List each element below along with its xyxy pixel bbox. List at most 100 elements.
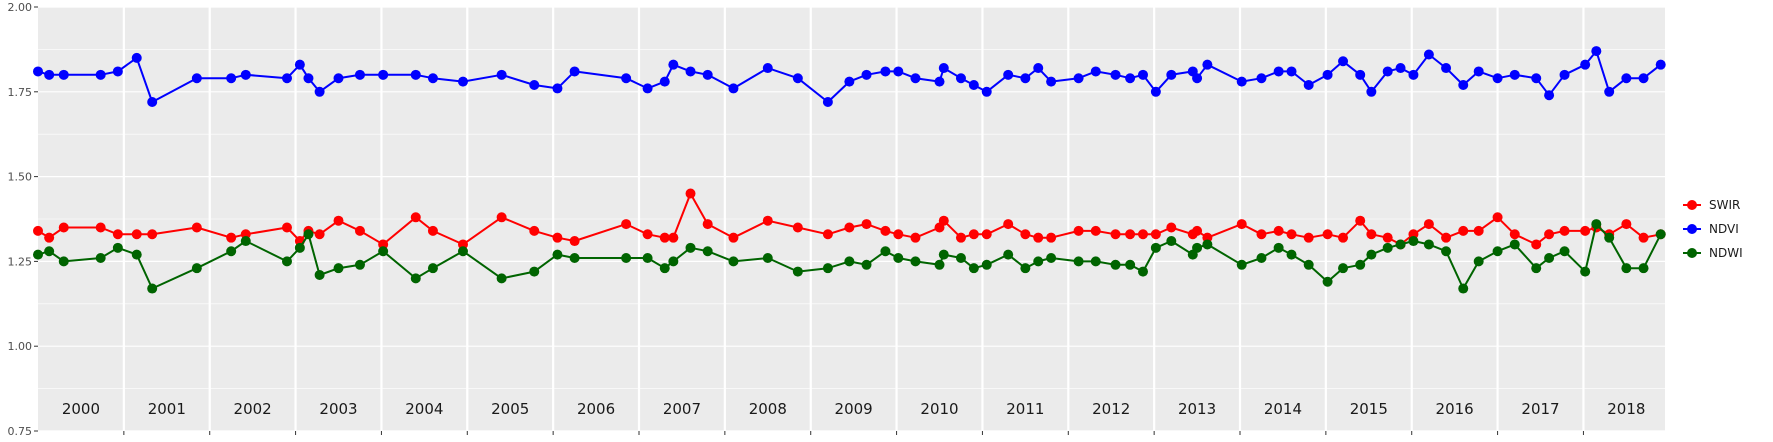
data-point-ndwi <box>95 253 106 264</box>
data-point-ndvi <box>621 73 632 84</box>
legend-label: SWIR <box>1709 198 1740 212</box>
data-point-swir <box>33 225 43 236</box>
data-point-ndvi <box>1509 69 1520 80</box>
data-point-ndwi <box>1286 249 1297 260</box>
data-point-swir <box>861 219 872 230</box>
data-point-swir <box>314 229 325 240</box>
data-point-ndvi <box>552 83 563 94</box>
series-ndvi <box>33 46 1666 107</box>
data-point-swir <box>552 232 563 243</box>
year-label: 2000 <box>62 400 100 418</box>
year-label: 2015 <box>1350 400 1388 418</box>
data-point-swir <box>1137 229 1148 240</box>
data-point-swir <box>1366 229 1377 240</box>
data-point-ndvi <box>1125 73 1136 84</box>
data-point-ndwi <box>1638 263 1649 274</box>
data-point-swir <box>1003 219 1014 230</box>
legend-key-point <box>1687 200 1697 210</box>
data-point-swir <box>1110 229 1121 240</box>
data-point-ndwi <box>1090 256 1101 267</box>
data-point-swir <box>1458 225 1469 236</box>
data-point-swir <box>1355 215 1366 226</box>
data-point-ndvi <box>33 66 43 77</box>
data-point-ndvi <box>762 63 773 74</box>
data-point-ndwi <box>728 256 739 267</box>
data-point-ndwi <box>552 249 563 260</box>
data-point-swir <box>1236 219 1247 230</box>
data-point-ndvi <box>1303 80 1314 91</box>
data-point-ndwi <box>822 263 833 274</box>
data-point-ndwi <box>685 242 696 253</box>
data-point-ndvi <box>880 66 891 77</box>
data-point-ndwi <box>1423 239 1434 250</box>
data-point-swir <box>1509 229 1520 240</box>
data-point-ndwi <box>1003 249 1014 260</box>
data-point-swir <box>728 232 739 243</box>
data-point-ndwi <box>33 249 43 260</box>
data-point-ndvi <box>1256 73 1267 84</box>
data-point-ndvi <box>861 69 872 80</box>
data-point-ndvi <box>668 59 679 70</box>
data-point-ndwi <box>191 263 202 274</box>
data-point-ndvi <box>728 83 739 94</box>
data-point-ndwi <box>240 236 251 247</box>
y-tick-label: 1.50 <box>8 171 33 184</box>
data-point-ndwi <box>1256 253 1267 264</box>
data-point-ndvi <box>1236 76 1247 87</box>
data-point-swir <box>1286 229 1297 240</box>
data-point-ndvi <box>893 66 904 77</box>
data-point-ndwi <box>314 269 325 280</box>
data-point-ndvi <box>131 52 142 63</box>
data-point-ndvi <box>44 69 55 80</box>
data-point-ndvi <box>659 76 670 87</box>
data-point-ndvi <box>1531 73 1542 84</box>
data-point-ndvi <box>95 69 106 80</box>
data-point-swir <box>685 188 696 199</box>
data-point-ndwi <box>496 273 507 284</box>
data-point-ndvi <box>1338 56 1349 67</box>
year-label: 2002 <box>234 400 272 418</box>
data-point-ndwi <box>1604 232 1615 243</box>
data-point-ndwi <box>1473 256 1484 267</box>
data-point-swir <box>410 212 421 223</box>
data-point-ndvi <box>1090 66 1101 77</box>
data-point-ndwi <box>1033 256 1044 267</box>
year-label: 2012 <box>1092 400 1130 418</box>
data-point-swir <box>792 222 803 233</box>
data-point-ndwi <box>354 259 365 270</box>
data-point-swir <box>880 225 891 236</box>
data-point-ndvi <box>1473 66 1484 77</box>
data-point-swir <box>1492 212 1503 223</box>
data-point-ndvi <box>685 66 696 77</box>
data-point-ndvi <box>1273 66 1284 77</box>
data-point-ndwi <box>1137 266 1148 277</box>
year-label: 2013 <box>1178 400 1216 418</box>
data-point-ndwi <box>1166 236 1177 247</box>
data-point-ndvi <box>1073 73 1084 84</box>
data-point-swir <box>1338 232 1349 243</box>
data-point-ndvi <box>333 73 344 84</box>
data-point-ndvi <box>1638 73 1649 84</box>
data-point-swir <box>1303 232 1314 243</box>
data-point-swir <box>844 222 855 233</box>
data-point-swir <box>131 229 142 240</box>
data-point-swir <box>642 229 653 240</box>
data-point-ndwi <box>844 256 855 267</box>
data-point-swir <box>58 222 69 233</box>
data-point-swir <box>1423 219 1434 230</box>
data-point-ndvi <box>529 80 540 91</box>
data-point-ndwi <box>1355 259 1366 270</box>
data-point-ndvi <box>457 76 468 87</box>
data-point-ndvi <box>1020 73 1031 84</box>
data-point-ndwi <box>1580 266 1591 277</box>
y-axis: 0.75 1.00 1.25 1.50 1.75 2.00 <box>8 1 38 438</box>
data-point-swir <box>1090 225 1101 236</box>
data-point-ndwi <box>294 242 305 253</box>
series-layer <box>33 46 1666 294</box>
data-point-swir <box>668 232 679 243</box>
year-label: 2001 <box>148 400 186 418</box>
data-point-ndwi <box>910 256 921 267</box>
data-point-ndvi <box>1423 49 1434 60</box>
data-point-swir <box>1544 229 1555 240</box>
data-point-ndvi <box>1621 73 1632 84</box>
